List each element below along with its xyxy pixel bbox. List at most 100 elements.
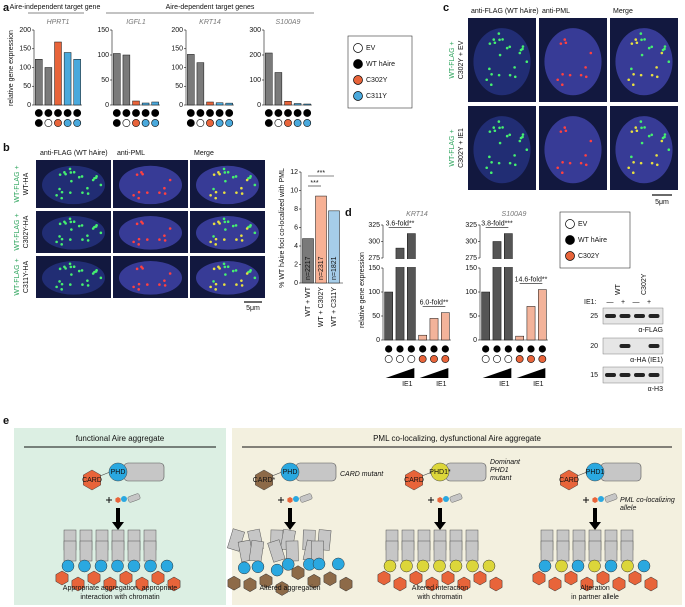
- focus: [95, 268, 98, 272]
- focus: [556, 166, 560, 170]
- n-label: n=1821: [331, 256, 338, 280]
- focus: [146, 191, 149, 194]
- focus: [77, 269, 81, 273]
- focus: [224, 273, 227, 276]
- domain-label: PHD1*: [429, 469, 451, 476]
- gene-title: S100A9: [502, 211, 527, 218]
- focus: [81, 238, 84, 241]
- focus: [58, 187, 61, 191]
- row-label: C302Y + EV: [458, 40, 465, 79]
- legend-label: C311Y: [366, 93, 387, 100]
- condition-dot: [515, 355, 524, 363]
- focus: [58, 222, 62, 226]
- condition-dot: [274, 119, 283, 127]
- annotation: PML co-localizing: [620, 497, 675, 504]
- focus: [86, 239, 90, 242]
- protein-body: [295, 462, 337, 482]
- focus: [231, 175, 235, 179]
- focus: [655, 163, 659, 167]
- focus: [485, 166, 489, 170]
- focus: [224, 179, 227, 183]
- aggregate-body: [620, 540, 634, 562]
- small-body: [604, 493, 618, 503]
- legend-swatch: [353, 59, 363, 69]
- focus: [212, 280, 215, 283]
- condition-dot: [293, 109, 302, 117]
- focus: [584, 66, 587, 69]
- focus: [132, 285, 135, 289]
- focus: [249, 223, 252, 227]
- aggregate-card: [548, 576, 562, 592]
- focus: [639, 32, 643, 35]
- aggregate-body: [111, 540, 125, 562]
- focus: [137, 196, 140, 200]
- focus: [589, 51, 593, 55]
- focus: [489, 171, 493, 175]
- band: [648, 344, 660, 348]
- significance: ***: [310, 180, 318, 187]
- focus: [513, 66, 516, 69]
- focus: [86, 279, 89, 282]
- focus: [492, 38, 496, 41]
- y-tick-label: 0: [473, 337, 477, 344]
- focus: [525, 60, 529, 63]
- focus: [86, 234, 89, 237]
- condition-dot: [284, 109, 292, 117]
- focus: [563, 38, 567, 41]
- bar: [441, 312, 450, 341]
- focus: [650, 45, 654, 49]
- focus: [212, 173, 216, 176]
- focus: [497, 120, 501, 123]
- focus: [634, 38, 638, 41]
- condition-dot: [481, 355, 490, 363]
- focus: [141, 172, 144, 176]
- ie1-row-label: IE1:: [584, 299, 597, 306]
- panel-letter: b: [3, 142, 10, 154]
- aggregate-phd: [237, 561, 251, 575]
- focus: [158, 238, 161, 241]
- aggregate-card: [151, 570, 165, 586]
- aggregate-body: [572, 540, 586, 562]
- focus: [69, 171, 73, 174]
- aggregate-body: [267, 539, 286, 563]
- focus: [579, 161, 583, 165]
- aggregate-phd: [466, 559, 479, 573]
- focus: [498, 53, 502, 57]
- focus: [655, 154, 658, 157]
- focus: [661, 48, 665, 52]
- bar: [54, 41, 62, 106]
- focus: [632, 72, 635, 76]
- column-header: anti-FLAG (WT hAire): [40, 150, 108, 157]
- mw-marker: 25: [590, 313, 598, 320]
- aggregate-card: [135, 576, 149, 592]
- aggregate-card: [489, 576, 503, 592]
- band: [619, 373, 631, 377]
- condition-dot: [430, 355, 438, 363]
- focus: [55, 193, 58, 197]
- focus: [218, 222, 221, 225]
- y-tick-label: 150: [97, 27, 109, 34]
- bar: [481, 291, 490, 341]
- y-tick-label: 50: [23, 83, 31, 90]
- y-tick-label: 0: [27, 102, 31, 109]
- band: [619, 344, 631, 348]
- focus: [212, 222, 216, 226]
- condition-dot: [538, 345, 546, 353]
- focus: [490, 72, 493, 76]
- condition-dot: [132, 109, 140, 117]
- aggregate-card: [473, 570, 487, 586]
- focus: [95, 223, 98, 227]
- small-phd: [121, 496, 127, 502]
- focus: [513, 154, 516, 157]
- y-tick-label: 50: [372, 313, 380, 320]
- focus: [218, 267, 221, 270]
- focus: [650, 133, 654, 137]
- focus: [519, 48, 523, 52]
- focus: [70, 179, 73, 183]
- focus: [69, 265, 73, 269]
- focus: [168, 178, 172, 182]
- focus: [222, 262, 226, 266]
- focus: [158, 191, 161, 194]
- y-tick-label: 0: [179, 102, 183, 109]
- focus: [488, 42, 492, 45]
